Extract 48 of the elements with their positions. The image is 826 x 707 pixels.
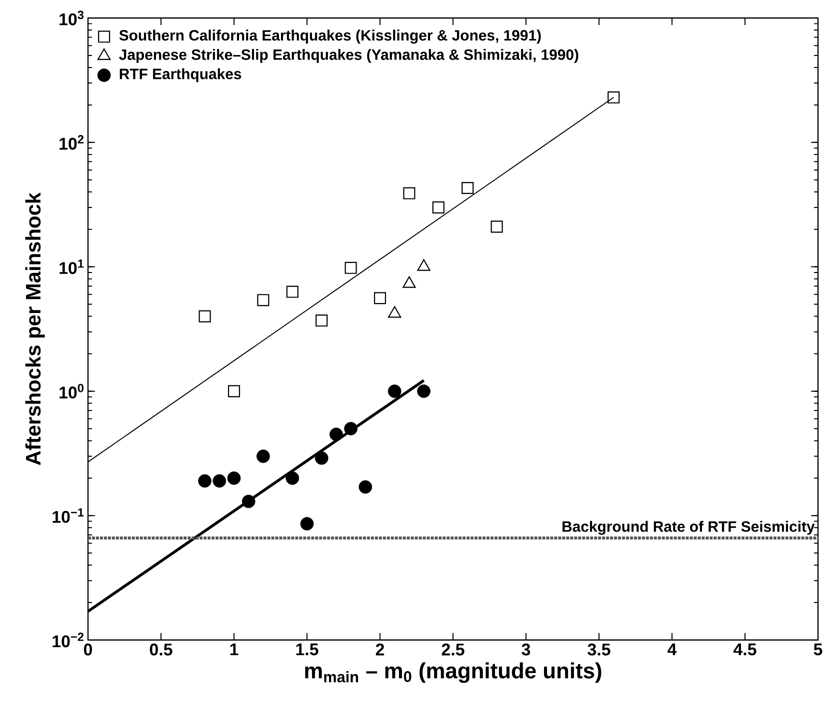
point	[256, 450, 270, 463]
y-tick-label: 10$^{−1}$	[52, 508, 84, 523]
point	[432, 201, 444, 214]
point	[403, 187, 416, 200]
point	[608, 91, 620, 104]
x-tick-label: 3	[522, 644, 530, 656]
x-tick-label: 0.5	[150, 644, 172, 656]
point	[242, 494, 256, 508]
point	[198, 310, 211, 322]
x-tick-label: 3.5	[588, 644, 610, 656]
point	[462, 182, 474, 194]
y-tick-label: 10$^{3}$	[60, 10, 84, 26]
point	[358, 480, 372, 494]
x-tick-label: 1	[230, 644, 238, 656]
x-axis-title: m$_{main}$ – m$_{0}$ (magnitude units)	[305, 662, 602, 683]
legend-label: RTF Earthquakes	[120, 68, 242, 82]
y-axis-title: Aftershocks per Mainshock	[25, 192, 45, 466]
point	[300, 517, 314, 530]
point	[227, 471, 241, 485]
point	[344, 422, 358, 436]
point	[286, 471, 300, 485]
point	[374, 292, 386, 304]
point	[388, 384, 402, 398]
point	[286, 286, 298, 298]
y-tick-label: 10$^{1}$	[60, 260, 84, 274]
x-tick-label: 4	[668, 644, 677, 656]
x-tick-label: 2	[376, 644, 384, 656]
point	[344, 262, 357, 274]
x-tick-label: 1.5	[296, 644, 318, 656]
ref-line-label: Background Rate of RTF Seismicity	[562, 520, 815, 535]
y-tick-label: 10$^{0}$	[60, 384, 84, 399]
x-tick-label: 5	[814, 644, 822, 656]
y-tick-label: 10$^{2}$	[60, 135, 84, 150]
point	[330, 428, 343, 442]
point	[314, 451, 328, 465]
point	[198, 474, 212, 488]
x-tick-label: 4.5	[733, 644, 756, 656]
legend-label: Southern California Earthquakes (Kisslinger & Jones, 1991)	[119, 30, 541, 44]
x-tick-label: 0	[84, 644, 92, 656]
point	[212, 474, 226, 488]
point	[228, 385, 240, 398]
point	[490, 220, 503, 233]
x-tick-label: 2.5	[442, 644, 464, 656]
point	[257, 294, 270, 306]
legend-label: Japenese Strike–Slip Earthquakes (Yamanaka & Shimizaki, 1990)	[119, 48, 578, 63]
y-tick-label: 10$^{−2}$	[52, 632, 84, 648]
point	[316, 314, 328, 327]
point	[417, 384, 430, 398]
